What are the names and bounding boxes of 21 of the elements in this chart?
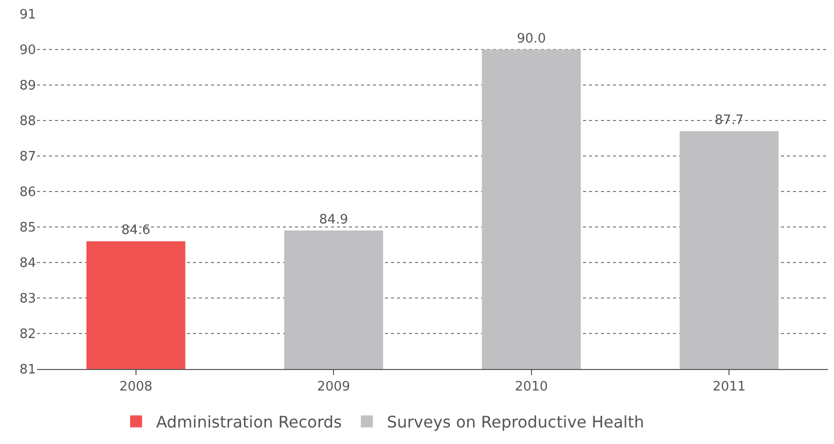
y-tick-label: 81 [19, 362, 36, 378]
y-tick-label: 83 [19, 292, 36, 307]
y-tick-label: 90 [19, 43, 36, 58]
data-label: 84.6 [121, 223, 150, 238]
x-tick-label: 2011 [712, 380, 746, 395]
legend-label: Administration Records [156, 412, 342, 432]
y-tick-label: 84 [19, 256, 36, 272]
y-tick-label: 88 [19, 114, 36, 130]
data-label: 87.7 [714, 113, 744, 128]
x-tick-label: 2009 [317, 380, 350, 395]
y-tick-label: 82 [19, 327, 36, 342]
legend-label: Surveys on Reproductive Health [386, 412, 644, 432]
x-tick-label: 2010 [514, 380, 548, 395]
data-label: 84.9 [319, 212, 348, 228]
data-label: 90.0 [516, 32, 546, 46]
y-tick-label: 86 [19, 185, 36, 200]
y-tick-label: 91 [19, 8, 36, 23]
x-tick-label: 2008 [119, 380, 152, 395]
y-tick-label: 85 [19, 220, 36, 236]
y-tick-label: 89 [19, 78, 36, 94]
y-tick-label: 87 [19, 150, 36, 165]
